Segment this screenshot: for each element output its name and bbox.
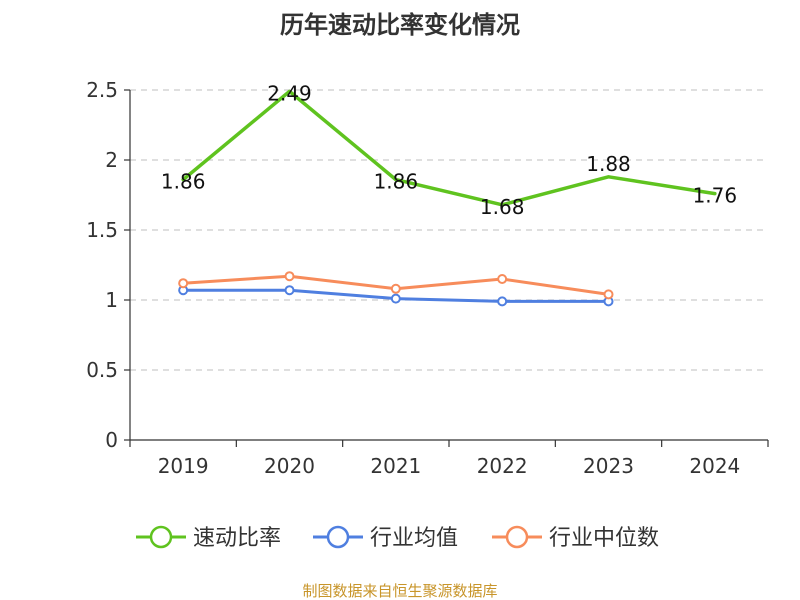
data-label: 1.86 xyxy=(374,170,419,194)
grid-lines xyxy=(130,89,768,371)
legend-label-2: 行业中位数 xyxy=(549,526,659,551)
legend-marker-1 xyxy=(326,525,350,549)
legend-label-0: 速动比率 xyxy=(193,526,281,551)
plot-area xyxy=(178,89,717,307)
series-point-2 xyxy=(497,274,508,284)
series-point-2 xyxy=(178,278,189,289)
x-tick-label: 2020 xyxy=(264,454,315,478)
x-tick-label: 2019 xyxy=(158,454,209,478)
series-point-1 xyxy=(497,296,508,307)
x-tick-label: 2022 xyxy=(477,454,528,478)
legend: 速动比率 行业均值 行业中位数 xyxy=(136,525,659,551)
data-label: 2.49 xyxy=(267,81,312,105)
y-tick-label: 2 xyxy=(105,148,118,172)
series-point-2 xyxy=(603,289,614,300)
x-tick-label: 2021 xyxy=(370,454,421,478)
series-point-1 xyxy=(390,293,401,304)
data-label: 1.76 xyxy=(693,184,738,208)
series-point-2 xyxy=(390,283,401,294)
y-tick-label: 0 xyxy=(105,428,118,452)
chart-title: 历年速动比率变化情况 xyxy=(280,11,520,39)
series-point-2 xyxy=(284,271,295,282)
legend-marker-2 xyxy=(505,525,529,549)
source-note: 制图数据来自恒生聚源数据库 xyxy=(302,582,497,600)
y-tick-label: 2.5 xyxy=(86,78,118,102)
legend-marker-0 xyxy=(149,525,173,549)
series-line-0 xyxy=(181,89,717,207)
data-labels: 1.86 2.49 1.86 1.68 1.88 1.76 xyxy=(161,81,737,218)
data-label: 1.86 xyxy=(161,170,206,194)
y-tick-label: 1.5 xyxy=(86,218,118,242)
legend-label-1: 行业均值 xyxy=(370,526,458,551)
y-tick-label: 0.5 xyxy=(86,358,118,382)
x-tick-label: 2024 xyxy=(689,454,740,478)
y-tick-label: 1 xyxy=(105,288,118,312)
data-label: 1.88 xyxy=(586,152,631,176)
series-point-1 xyxy=(284,285,295,296)
x-tick-label: 2023 xyxy=(583,454,634,478)
axes: 0 0.5 1 1.5 2 2.5 2019 2020 2021 2022 2023 2024 xyxy=(86,78,769,478)
data-label: 1.68 xyxy=(480,195,525,219)
